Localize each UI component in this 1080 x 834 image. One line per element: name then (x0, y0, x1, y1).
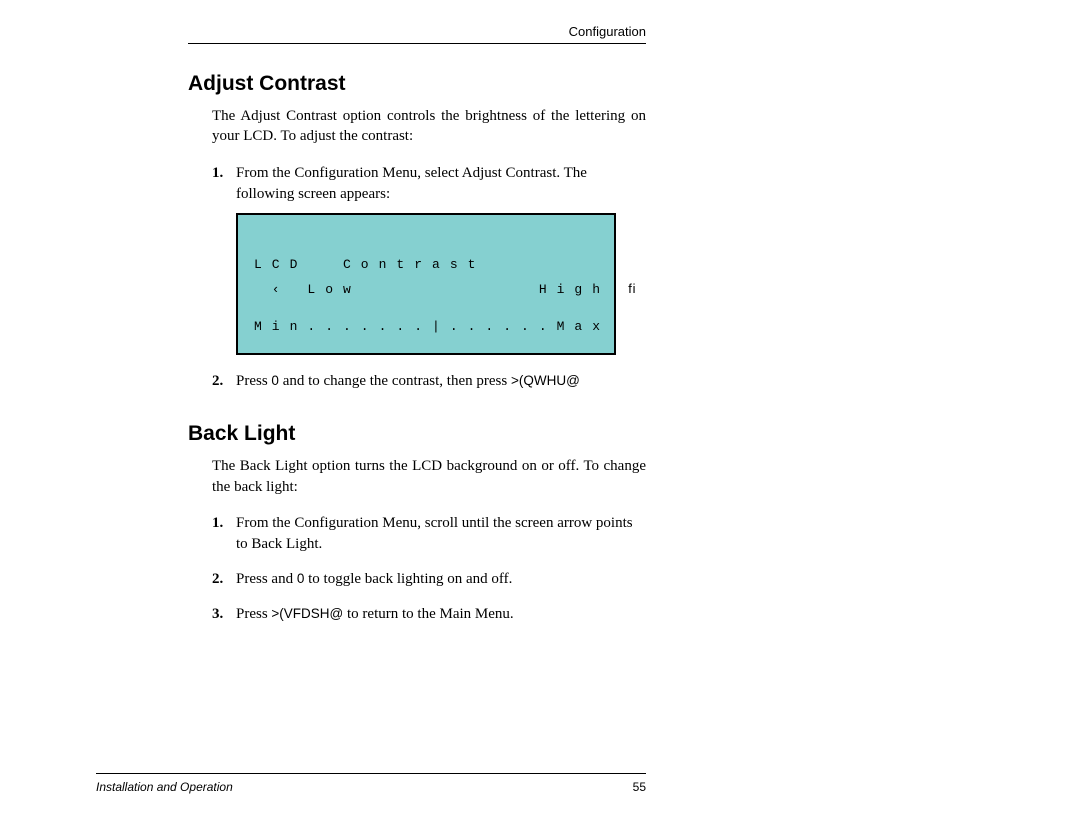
footer-left: Installation and Operation (96, 780, 233, 794)
footer-line: Installation and Operation 55 (96, 780, 646, 794)
lead-paragraph: The Back Light option turns the LCD back… (212, 456, 646, 497)
step-number: 1. (212, 513, 223, 534)
section-body-back-light: The Back Light option turns the LCD back… (212, 456, 646, 625)
steps-list: 1. From the Configuration Menu, scroll u… (212, 513, 646, 625)
header-block: Configuration (188, 24, 646, 44)
steps-list: 1. From the Configuration Menu, select A… (212, 163, 646, 393)
keycap: >(VFDSH@ (271, 606, 343, 621)
footer-page-number: 55 (633, 780, 646, 794)
step-item: 1. From the Configuration Menu, select A… (212, 163, 646, 356)
top-rule (188, 43, 646, 44)
step-item: 2. Press 0 and to change the contrast, t… (212, 371, 646, 392)
keycap: 0 (271, 373, 279, 388)
lcd-line: Min.......|......Max (254, 315, 598, 340)
lcd-line: ‹ Low High ﬁ (254, 278, 598, 303)
step-item: 2. Press and 0 to toggle back lighting o… (212, 569, 646, 590)
section-title-back-light: Back Light (188, 422, 646, 446)
lcd-screen: LCD Contrast ‹ Low High ﬁ Min.......|....… (236, 213, 616, 356)
lcd-line: LCD Contrast (254, 253, 598, 278)
section-body-adjust-contrast: The Adjust Contrast option controls the … (212, 106, 646, 392)
page-footer: Installation and Operation 55 (96, 773, 646, 794)
step-item: 1. From the Configuration Menu, scroll u… (212, 513, 646, 555)
step-number: 1. (212, 163, 223, 184)
step-text: Press and 0 to toggle back lighting on a… (236, 571, 512, 587)
page: Configuration Adjust Contrast The Adjust… (0, 0, 1080, 834)
running-head: Configuration (188, 24, 646, 39)
section-title-adjust-contrast: Adjust Contrast (188, 72, 646, 96)
keycap: >(QWHU@ (511, 373, 580, 388)
step-number: 2. (212, 371, 223, 392)
bottom-rule (96, 773, 646, 774)
step-text: From the Configuration Menu, select Adju… (236, 165, 587, 202)
step-number: 3. (212, 604, 223, 625)
step-text: Press >(VFDSH@ to return to the Main Men… (236, 606, 514, 622)
lead-paragraph: The Adjust Contrast option controls the … (212, 106, 646, 147)
step-text: From the Configuration Menu, scroll unti… (236, 515, 633, 552)
step-item: 3. Press >(VFDSH@ to return to the Main … (212, 604, 646, 625)
section-block-back-light: Back Light The Back Light option turns t… (96, 422, 646, 625)
step-number: 2. (212, 569, 223, 590)
step-text: Press 0 and to change the contrast, then… (236, 373, 580, 389)
